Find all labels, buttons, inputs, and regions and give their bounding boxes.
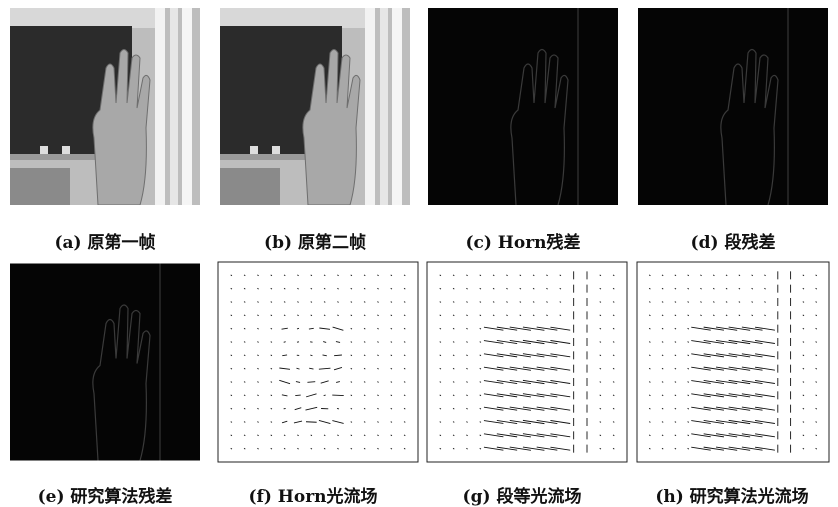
flow-vector [297, 328, 299, 329]
flow-frame [218, 262, 418, 462]
caption: (b) 原第二帧 [210, 228, 420, 253]
flow-vector [284, 342, 286, 343]
caption: (h) 研究算法光流场 [627, 482, 837, 507]
caption: (g) 段等光流场 [417, 482, 627, 507]
flow-frame [637, 262, 829, 462]
residual-image [638, 8, 828, 205]
flow-vector [310, 355, 312, 356]
figure-images [0, 0, 838, 507]
flow-vector [337, 408, 339, 409]
caption: (d) 段残差 [628, 228, 838, 253]
flow-frame [427, 262, 627, 462]
flow-vector [332, 395, 343, 396]
residual-image [428, 8, 618, 205]
frame-image [220, 8, 410, 205]
caption: (a) 原第一帧 [0, 228, 210, 253]
caption: (c) Horn残差 [418, 228, 628, 253]
caption: (f) Horn光流场 [208, 482, 418, 507]
residual-image [10, 264, 200, 461]
frame-image [10, 8, 200, 205]
figure: (a) 原第一帧 (b) 原第二帧 (c) Horn残差 (d) 段残差 (e)… [0, 0, 838, 507]
caption: (e) 研究算法残差 [0, 482, 210, 507]
